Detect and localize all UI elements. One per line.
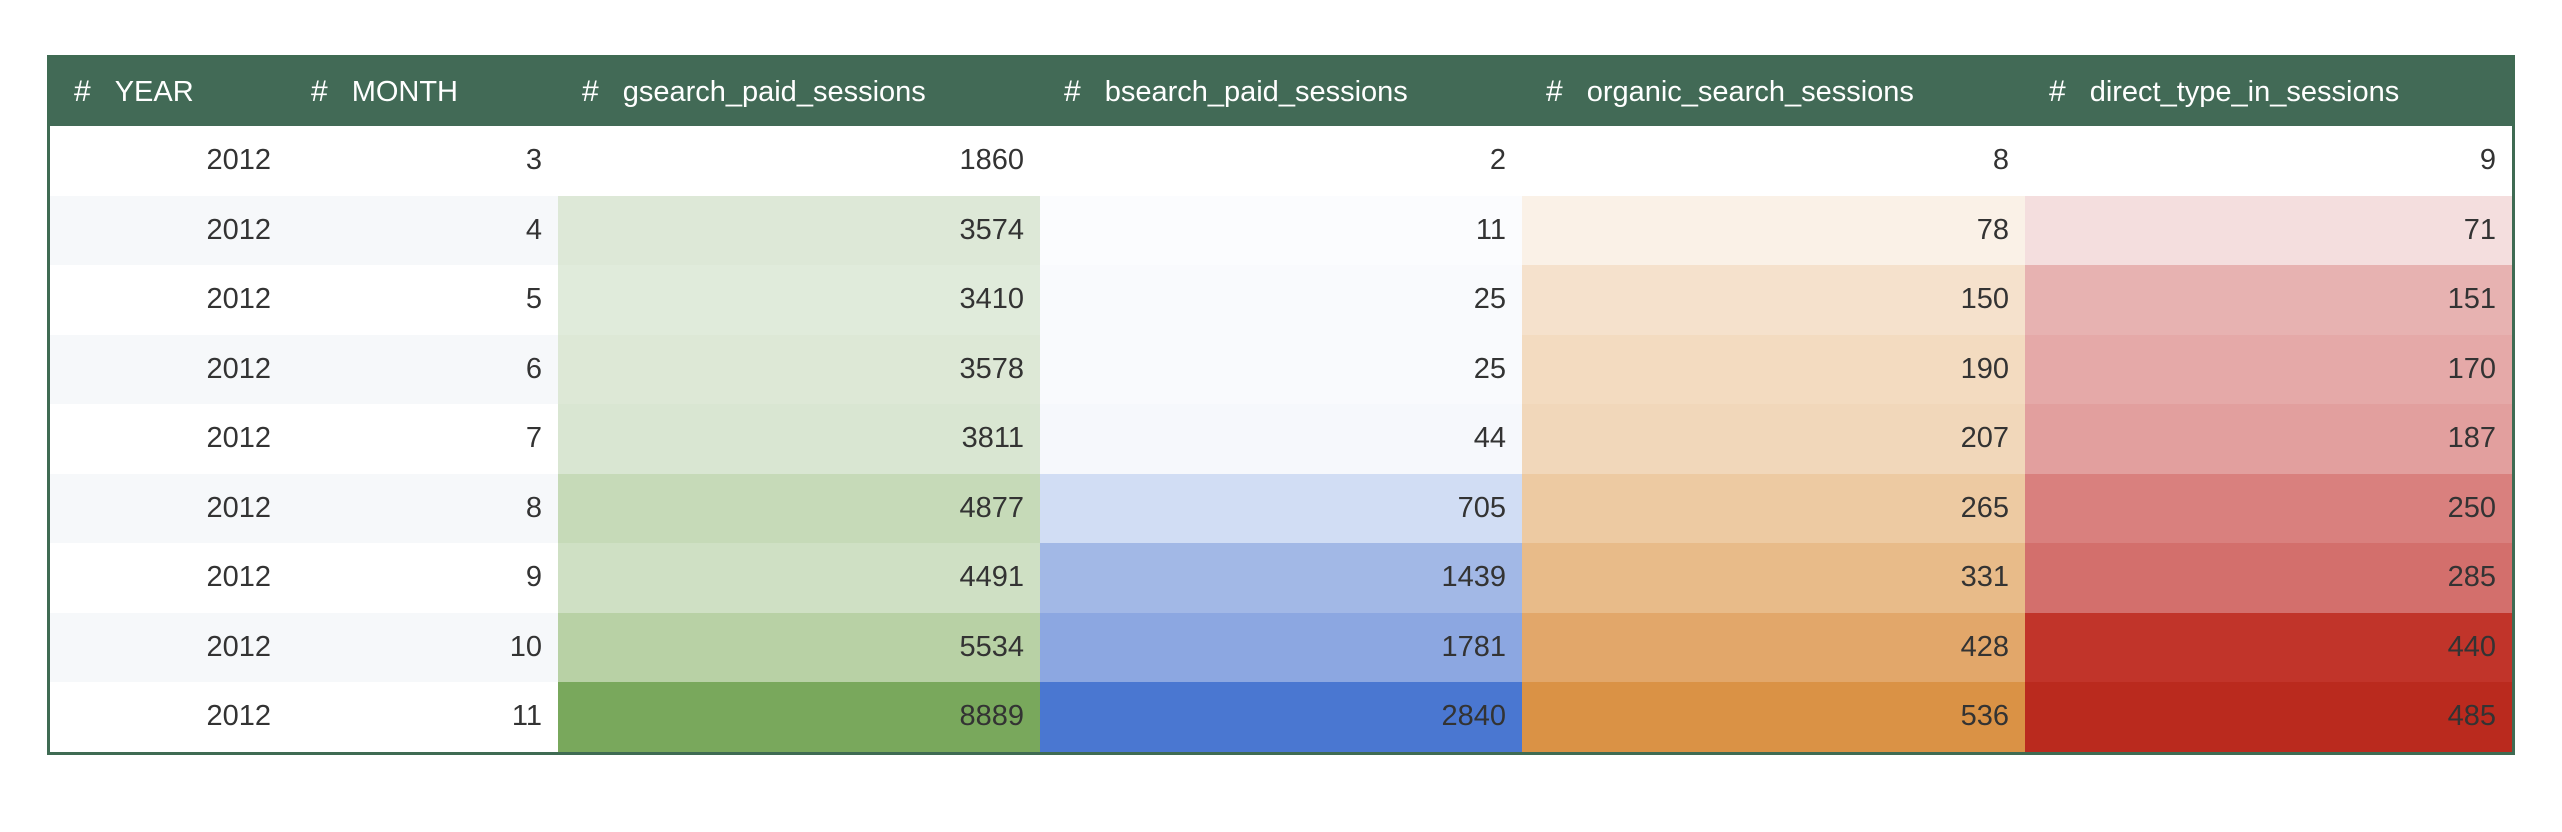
cell-gsearch-paid-sessions[interactable]: 5534 [558, 612, 1040, 682]
column-header-label: gsearch_paid_sessions [622, 76, 926, 108]
column-header-gsearch-paid-sessions[interactable]: # gsearch_paid_sessions [558, 58, 1040, 126]
cell-month[interactable]: 4 [287, 195, 558, 265]
cell-year[interactable]: 2012 [50, 612, 287, 682]
table-header-row: # YEAR # MONTH # gsearch_paid_sessions # bse… [50, 58, 2512, 126]
cell-year[interactable]: 2012 [50, 265, 287, 335]
column-header-label: direct_type_in_sessions [2089, 76, 2400, 108]
cell-month[interactable]: 11 [287, 682, 558, 752]
table-row: 2012 6 3578 25 190 170 [50, 334, 2512, 404]
cell-gsearch-paid-sessions[interactable]: 3578 [558, 334, 1040, 404]
cell-organic-search-sessions[interactable]: 78 [1522, 195, 2025, 265]
table-row: 2012 10 5534 1781 428 440 [50, 612, 2512, 682]
cell-bsearch-paid-sessions[interactable]: 25 [1040, 334, 1522, 404]
cell-month[interactable]: 3 [287, 126, 558, 196]
cell-year[interactable]: 2012 [50, 404, 287, 474]
table-row: 2012 7 3811 44 207 187 [50, 404, 2512, 474]
cell-direct-type-in-sessions[interactable]: 151 [2025, 265, 2512, 335]
cell-month[interactable]: 7 [287, 404, 558, 474]
cell-direct-type-in-sessions[interactable]: 440 [2025, 612, 2512, 682]
numeric-type-icon: # [582, 75, 599, 108]
cell-year[interactable]: 2012 [50, 682, 287, 752]
data-table: # YEAR # MONTH # gsearch_paid_sessions # bse… [50, 58, 2512, 752]
cell-organic-search-sessions[interactable]: 536 [1522, 682, 2025, 752]
cell-month[interactable]: 5 [287, 265, 558, 335]
cell-bsearch-paid-sessions[interactable]: 1781 [1040, 612, 1522, 682]
cell-gsearch-paid-sessions[interactable]: 8889 [558, 682, 1040, 752]
numeric-type-icon: # [1064, 75, 1081, 108]
cell-month[interactable]: 8 [287, 473, 558, 543]
cell-gsearch-paid-sessions[interactable]: 3811 [558, 404, 1040, 474]
table-row: 2012 5 3410 25 150 151 [50, 265, 2512, 335]
cell-bsearch-paid-sessions[interactable]: 11 [1040, 195, 1522, 265]
cell-bsearch-paid-sessions[interactable]: 44 [1040, 404, 1522, 474]
cell-year[interactable]: 2012 [50, 543, 287, 613]
cell-bsearch-paid-sessions[interactable]: 2840 [1040, 682, 1522, 752]
cell-gsearch-paid-sessions[interactable]: 4877 [558, 473, 1040, 543]
numeric-type-icon: # [74, 75, 91, 108]
cell-organic-search-sessions[interactable]: 190 [1522, 334, 2025, 404]
cell-organic-search-sessions[interactable]: 207 [1522, 404, 2025, 474]
table-row: 2012 8 4877 705 265 250 [50, 473, 2512, 543]
cell-direct-type-in-sessions[interactable]: 250 [2025, 473, 2512, 543]
cell-month[interactable]: 10 [287, 612, 558, 682]
data-table-container: # YEAR # MONTH # gsearch_paid_sessions # bse… [47, 55, 2515, 755]
column-header-year[interactable]: # YEAR [50, 58, 287, 126]
column-header-label: MONTH [351, 76, 459, 108]
cell-organic-search-sessions[interactable]: 265 [1522, 473, 2025, 543]
cell-gsearch-paid-sessions[interactable]: 3410 [558, 265, 1040, 335]
cell-year[interactable]: 2012 [50, 334, 287, 404]
column-header-direct-type-in-sessions[interactable]: # direct_type_in_sessions [2025, 58, 2512, 126]
column-header-organic-search-sessions[interactable]: # organic_search_sessions [1522, 58, 2025, 126]
cell-bsearch-paid-sessions[interactable]: 1439 [1040, 543, 1522, 613]
column-header-label: organic_search_sessions [1586, 76, 1914, 108]
cell-month[interactable]: 9 [287, 543, 558, 613]
numeric-type-icon: # [311, 75, 328, 108]
table-row: 2012 3 1860 2 8 9 [50, 126, 2512, 196]
column-header-month[interactable]: # MONTH [287, 58, 558, 126]
cell-gsearch-paid-sessions[interactable]: 3574 [558, 195, 1040, 265]
cell-organic-search-sessions[interactable]: 331 [1522, 543, 2025, 613]
numeric-type-icon: # [2049, 75, 2066, 108]
column-header-bsearch-paid-sessions[interactable]: # bsearch_paid_sessions [1040, 58, 1522, 126]
numeric-type-icon: # [1546, 75, 1563, 108]
cell-organic-search-sessions[interactable]: 428 [1522, 612, 2025, 682]
cell-organic-search-sessions[interactable]: 8 [1522, 126, 2025, 196]
cell-organic-search-sessions[interactable]: 150 [1522, 265, 2025, 335]
cell-bsearch-paid-sessions[interactable]: 25 [1040, 265, 1522, 335]
cell-direct-type-in-sessions[interactable]: 485 [2025, 682, 2512, 752]
cell-direct-type-in-sessions[interactable]: 285 [2025, 543, 2512, 613]
table-row: 2012 11 8889 2840 536 485 [50, 682, 2512, 752]
cell-direct-type-in-sessions[interactable]: 71 [2025, 195, 2512, 265]
cell-gsearch-paid-sessions[interactable]: 4491 [558, 543, 1040, 613]
cell-bsearch-paid-sessions[interactable]: 2 [1040, 126, 1522, 196]
cell-gsearch-paid-sessions[interactable]: 1860 [558, 126, 1040, 196]
cell-direct-type-in-sessions[interactable]: 170 [2025, 334, 2512, 404]
cell-year[interactable]: 2012 [50, 473, 287, 543]
cell-year[interactable]: 2012 [50, 126, 287, 196]
table-row: 2012 4 3574 11 78 71 [50, 195, 2512, 265]
cell-direct-type-in-sessions[interactable]: 187 [2025, 404, 2512, 474]
cell-month[interactable]: 6 [287, 334, 558, 404]
cell-direct-type-in-sessions[interactable]: 9 [2025, 126, 2512, 196]
cell-bsearch-paid-sessions[interactable]: 705 [1040, 473, 1522, 543]
column-header-label: bsearch_paid_sessions [1104, 76, 1408, 108]
cell-year[interactable]: 2012 [50, 195, 287, 265]
table-row: 2012 9 4491 1439 331 285 [50, 543, 2512, 613]
column-header-label: YEAR [114, 76, 194, 108]
